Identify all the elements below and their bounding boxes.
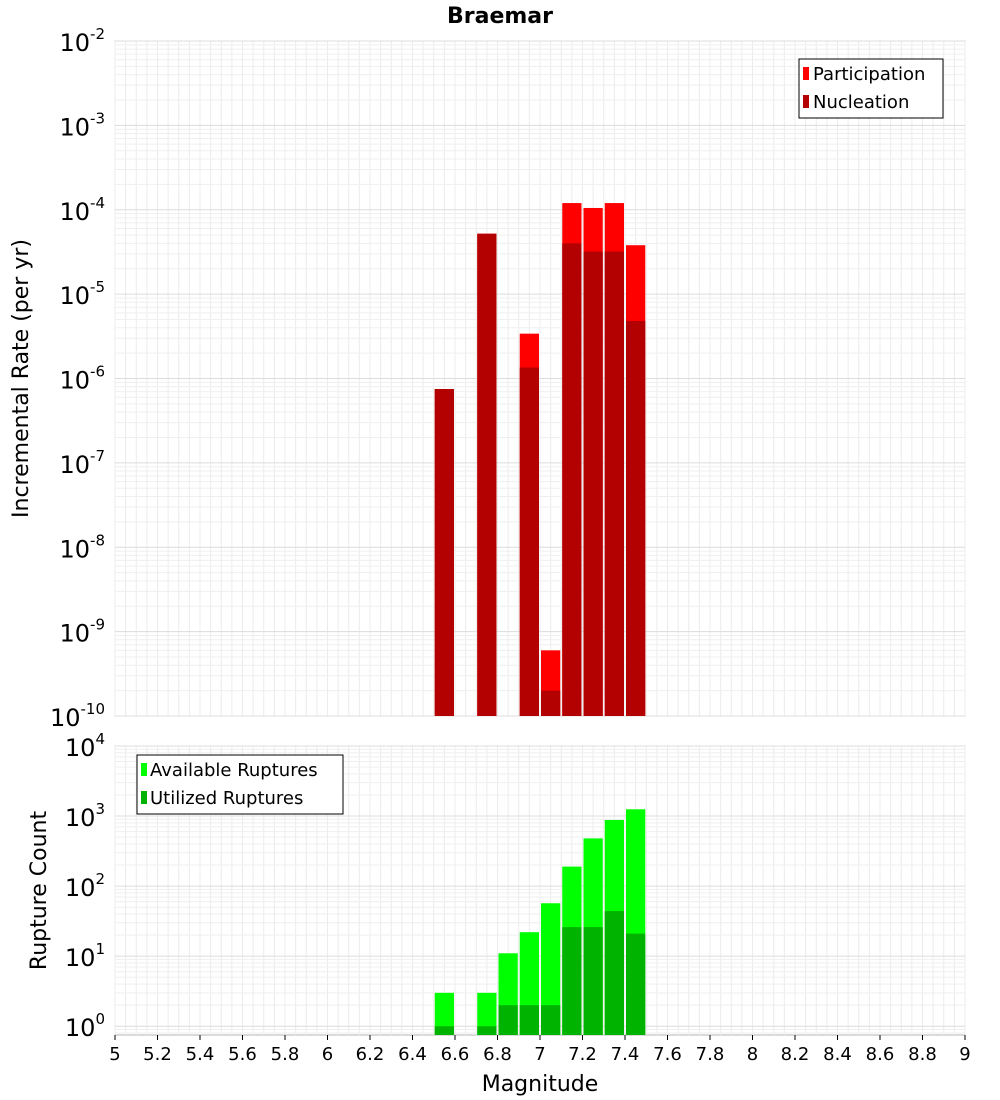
nucleation-bars: [434, 233, 646, 717]
x-tick-label: 9: [959, 1044, 970, 1065]
y-tick-label: 10-7: [59, 447, 105, 479]
y-tick-label: 101: [65, 940, 105, 972]
nucleation-legend-label: Nucleation: [813, 92, 909, 113]
rate-y-ticks: 10-10 10-9 10-8 10-7 10-6 10-5 10-4 10-3 10-2: [50, 25, 105, 732]
x-tick-label: 5.6: [228, 1044, 257, 1065]
y-tick-label: 10-10: [50, 700, 105, 732]
available-ruptures-bar: [541, 903, 561, 1035]
x-tick-label: 6.8: [483, 1044, 512, 1065]
utilized-ruptures-bar: [519, 1005, 539, 1035]
utilized-ruptures-bar: [626, 933, 646, 1035]
x-tick-label: 8: [747, 1044, 758, 1065]
rate-legend: Participation Nucleation: [798, 58, 944, 119]
available-ruptures-bar: [434, 992, 454, 1035]
count-y-ticks: 100 101 102 103 104: [65, 730, 105, 1042]
y-tick-label: 10-4: [59, 194, 105, 226]
participation-legend-swatch: [803, 67, 809, 80]
utilized-ruptures-bar: [541, 1005, 561, 1035]
x-tick-label: 6.2: [356, 1044, 385, 1065]
utilized-ruptures-bar: [434, 1026, 454, 1035]
x-tick-label: 8.6: [866, 1044, 895, 1065]
nucleation-bar: [519, 367, 539, 716]
rate-grid: [114, 40, 966, 717]
utilized-ruptures-bar: [477, 1026, 497, 1035]
x-tick-label: 5: [109, 1044, 120, 1065]
x-axis-label: Magnitude: [482, 1072, 599, 1097]
nucleation-bar: [604, 251, 624, 716]
nucleation-bar: [626, 321, 646, 716]
count-legend: Available Ruptures Utilized Ruptures: [136, 754, 344, 815]
utilized-ruptures-bar: [498, 1005, 518, 1035]
x-tick-label: 7.2: [568, 1044, 597, 1065]
x-tick-label: 7.8: [696, 1044, 725, 1065]
y-tick-label: 10-8: [59, 531, 105, 563]
available-ruptures-legend-label: Available Ruptures: [150, 760, 318, 781]
y-tick-label: 10-3: [59, 109, 105, 141]
y-tick-label: 100: [65, 1010, 105, 1042]
utilized-ruptures-bar: [583, 927, 603, 1035]
nucleation-legend-swatch: [803, 95, 809, 108]
y-tick-label: 10-2: [59, 25, 105, 57]
nucleation-bar: [477, 233, 497, 716]
x-tick-label: 7: [534, 1044, 545, 1065]
x-tick-label: 8.2: [781, 1044, 810, 1065]
y-tick-label: 103: [65, 800, 105, 832]
x-tick-label: 6: [322, 1044, 333, 1065]
x-tick-label: 6.6: [441, 1044, 470, 1065]
y-tick-label: 10-5: [59, 278, 105, 310]
x-tick-label: 8.4: [823, 1044, 852, 1065]
available-ruptures-legend-swatch: [141, 763, 147, 776]
x-tick-label: 6.4: [398, 1044, 427, 1065]
available-ruptures-bar: [477, 992, 497, 1035]
nucleation-bar: [541, 690, 561, 716]
nucleation-bar: [434, 389, 454, 716]
y-tick-label: 104: [65, 730, 105, 762]
x-tick-label: 5.8: [271, 1044, 300, 1065]
x-tick-label: 8.8: [908, 1044, 937, 1065]
x-tick-label: 7.4: [611, 1044, 640, 1065]
utilized-ruptures-bars: [434, 911, 646, 1035]
y-tick-label: 10-6: [59, 363, 105, 395]
y-tick-label: 10-9: [59, 616, 105, 648]
x-tick-label: 5.2: [143, 1044, 172, 1065]
y-tick-label: 102: [65, 870, 105, 902]
nucleation-bar: [583, 251, 603, 716]
x-tick-label: 7.6: [653, 1044, 682, 1065]
rate-legend-box: [798, 58, 944, 119]
x-tick-label: 5.4: [186, 1044, 215, 1065]
rate-panel: 10-10 10-9 10-8 10-7 10-6 10-5 10-4 10-3 10-2 In…: [9, 25, 966, 732]
magnitude-x-ticks: 5 5.2 5.4 5.6 5.8 6 6.2 6.4 6.6 6.8 7 7.2 7.4 7.6 7.8 8…: [109, 1035, 971, 1065]
utilized-ruptures-bar: [604, 911, 624, 1035]
count-y-axis-label: Rupture Count: [27, 811, 52, 971]
count-legend-box: [136, 754, 344, 815]
utilized-ruptures-legend-label: Utilized Ruptures: [150, 788, 303, 809]
rate-y-axis-label: Incremental Rate (per yr): [9, 239, 34, 518]
count-panel: 100 101 102 103 104 5 5.2 5.4 5.6 5.8 6 6.2 6.4 6.6 6…: [27, 730, 971, 1097]
utilized-ruptures-bar: [562, 927, 582, 1035]
participation-legend-label: Participation: [813, 64, 925, 85]
chart-title: Braemar: [447, 4, 553, 29]
utilized-ruptures-legend-swatch: [141, 791, 147, 804]
nucleation-bar: [562, 243, 582, 717]
